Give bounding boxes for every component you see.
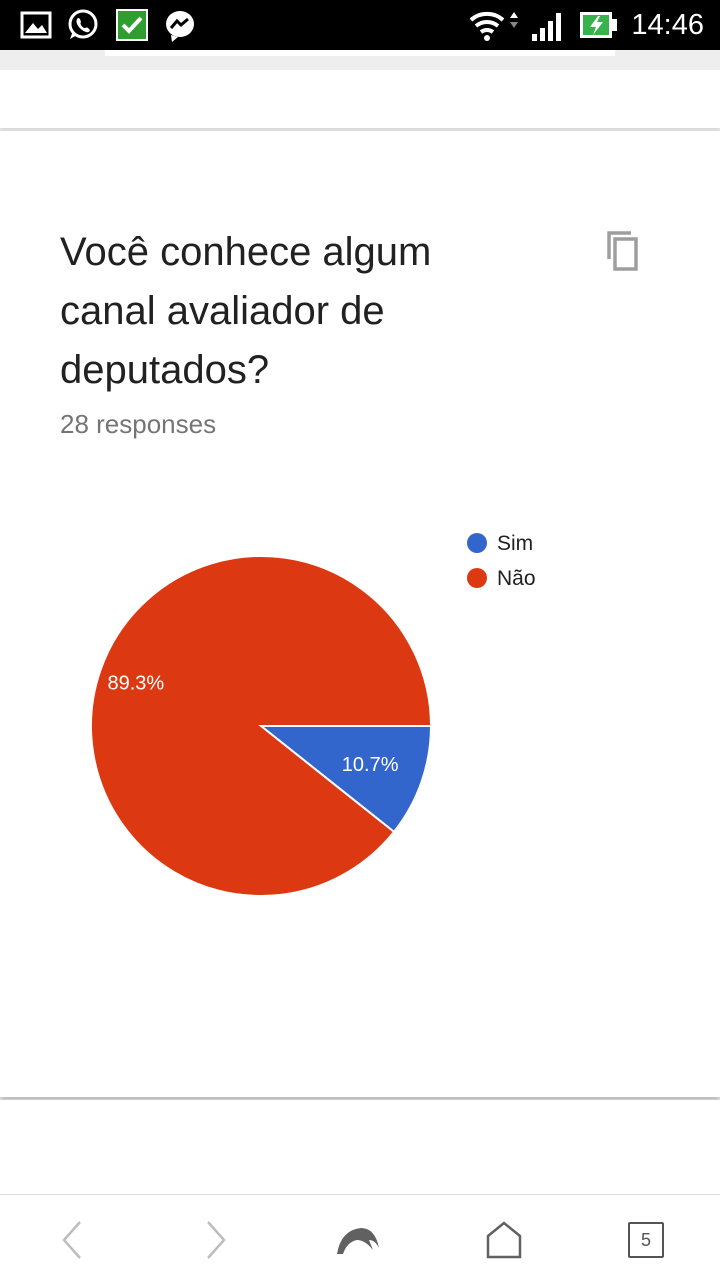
dolphin-icon: [337, 1228, 379, 1254]
question-card: Você conhece algum canal avaliador de de…: [0, 131, 720, 1097]
home-icon: [486, 1221, 522, 1259]
scroll-strip: [0, 50, 720, 70]
home-button[interactable]: [474, 1215, 534, 1265]
legend-swatch-1: [467, 568, 487, 588]
response-count: 28 responses: [60, 409, 217, 439]
clock: 14:46: [631, 9, 704, 41]
messenger-icon: [166, 11, 194, 42]
gallery-icon: [20, 11, 52, 39]
question-title: Você conhece algum canal avaliador de de…: [60, 230, 432, 392]
battery-charging-icon: [580, 12, 617, 38]
tabs-button[interactable]: 5: [616, 1215, 676, 1265]
legend-swatch-0: [467, 533, 487, 553]
copy-icon: [607, 231, 638, 271]
back-button[interactable]: [42, 1215, 102, 1265]
tabs-icon: 5: [628, 1222, 664, 1258]
previous-card: [0, 70, 720, 128]
back-arrow-icon: [62, 1221, 81, 1259]
pie-slice-1[interactable]: [90, 555, 433, 897]
dolphin-menu-button[interactable]: [328, 1215, 388, 1265]
checkbox-icon: [116, 9, 148, 41]
page-bottom: [0, 1100, 720, 1194]
forward-button[interactable]: [186, 1215, 246, 1265]
status-bar: 14:46: [0, 0, 720, 50]
browser-nav-bar: 5: [0, 1194, 720, 1281]
signal-icon: [532, 13, 561, 41]
wifi-icon: [469, 11, 518, 41]
slice-label-1: 89.3%: [107, 672, 164, 694]
pie-chart: 10.7% 89.3% Sim Não: [90, 532, 536, 897]
forward-arrow-icon: [207, 1221, 226, 1259]
slice-label-0: 10.7%: [342, 754, 399, 776]
legend-label-0: Sim: [497, 532, 533, 555]
whatsapp-icon: [68, 9, 98, 39]
legend-label-1: Não: [497, 567, 536, 590]
copy-chart-button[interactable]: [598, 226, 648, 276]
pie-slice-0[interactable]: [258, 725, 433, 834]
